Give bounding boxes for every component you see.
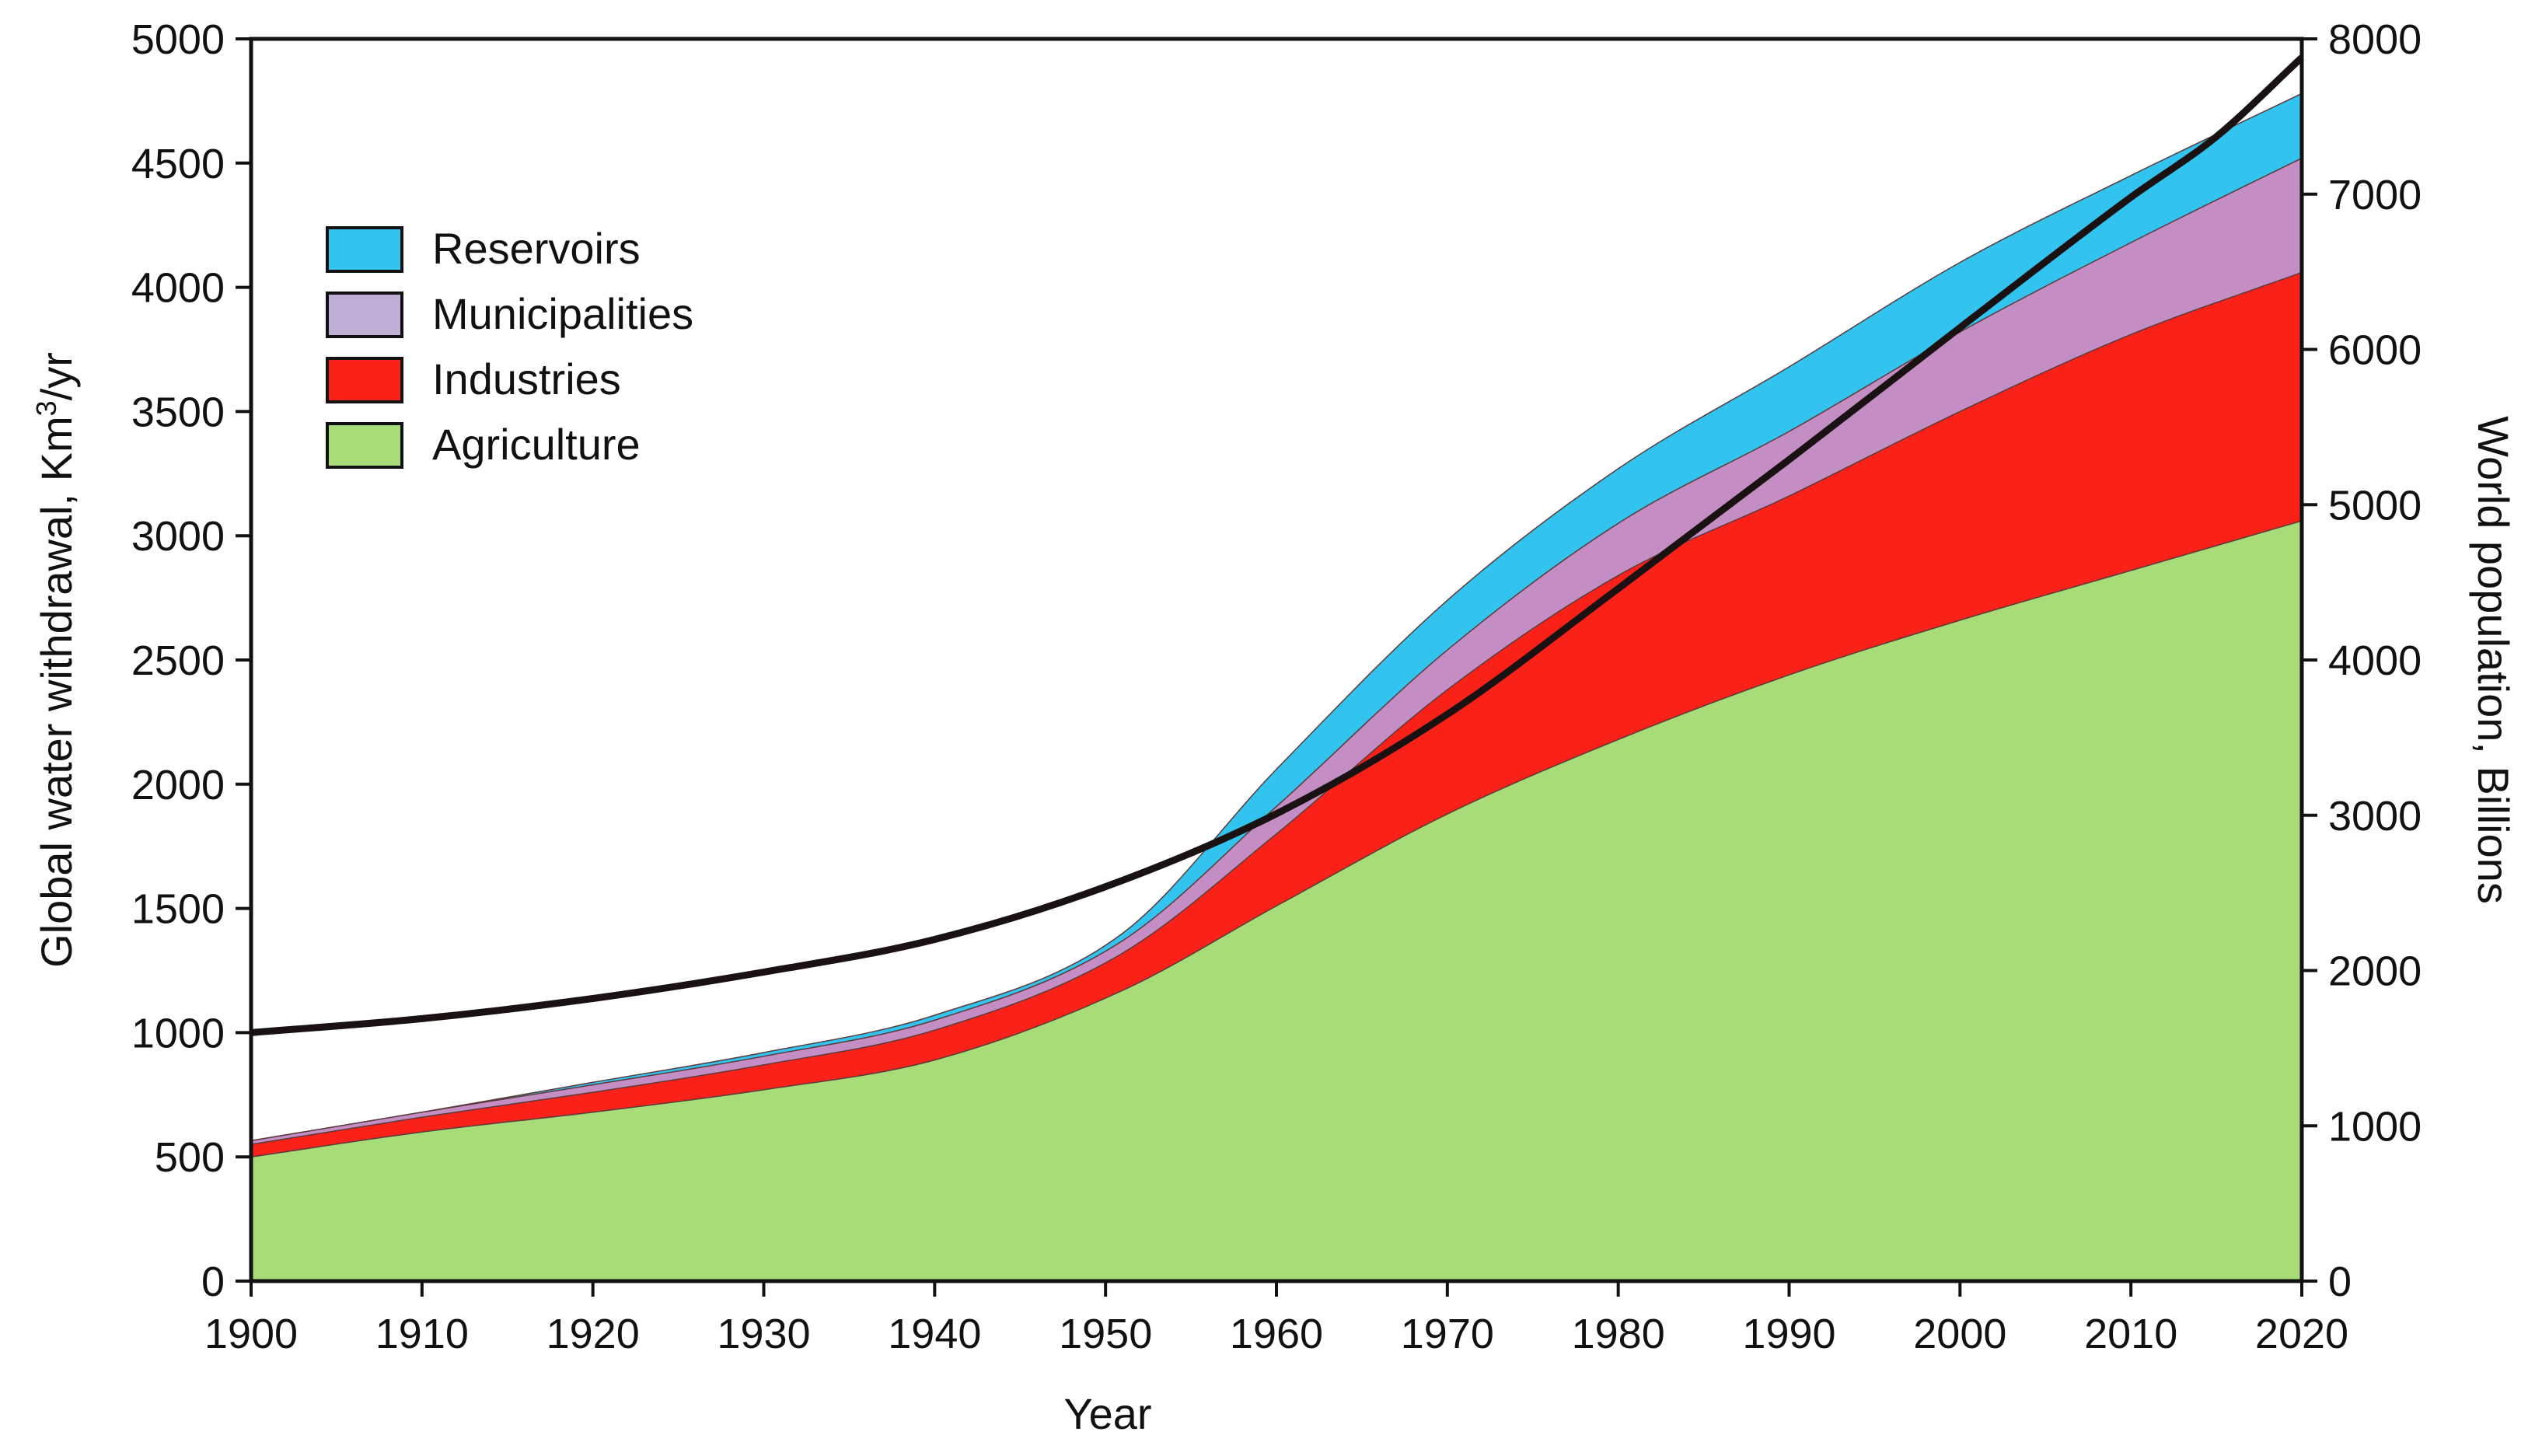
legend-swatch-reservoirs — [326, 226, 403, 273]
stacked-areas — [250, 93, 2303, 1282]
y2-tick-label: 0 — [2328, 1259, 2352, 1305]
y-tick-label: 1000 — [131, 1010, 225, 1056]
y-tick-label: 1500 — [131, 886, 225, 933]
legend-label-municipalities: Municipalities — [432, 289, 693, 338]
x-tick-label: 1980 — [1572, 1311, 1665, 1357]
legend-swatch-municipalities — [326, 292, 403, 338]
y2-tick-label: 6000 — [2328, 327, 2422, 374]
legend-label-agriculture: Agriculture — [432, 420, 641, 469]
x-axis-title: Year — [1063, 1389, 1151, 1438]
y-axis-right: 0 1000 2000 3000 4000 5000 6000 7000 8000 — [2302, 16, 2422, 1305]
x-tick-label: 1990 — [1742, 1311, 1835, 1357]
y-axis-left: 0 500 1000 1500 2000 2500 3000 3500 4000 4500 5000 — [131, 16, 251, 1305]
x-tick-label: 1950 — [1059, 1311, 1152, 1357]
y-tick-label: 500 — [155, 1134, 225, 1181]
y2-tick-label: 5000 — [2328, 482, 2422, 529]
area-agriculture — [250, 520, 2303, 1282]
population-line — [250, 54, 2305, 1036]
y2-tick-label: 2000 — [2328, 948, 2422, 995]
y2-axis-title: World population, Billions — [2469, 416, 2518, 904]
x-tick-label: 1930 — [717, 1311, 810, 1357]
x-tick-label: 2010 — [2084, 1311, 2177, 1357]
legend-swatch-agriculture — [326, 422, 403, 469]
x-tick-label: 1970 — [1401, 1311, 1494, 1357]
x-tick-label: 1920 — [546, 1311, 640, 1357]
x-tick-label: 1910 — [375, 1311, 469, 1357]
y-tick-label: 4000 — [131, 265, 225, 312]
y2-tick-label: 7000 — [2328, 172, 2422, 218]
legend-swatch-industries — [326, 357, 403, 403]
y2-tick-label: 3000 — [2328, 793, 2422, 840]
x-tick-label: 1960 — [1230, 1311, 1323, 1357]
x-axis: 1900 1910 1920 1930 1940 1950 1960 1970 1980 1990… — [204, 1281, 2348, 1357]
population-line-group — [250, 54, 2305, 1036]
legend-label-industries: Industries — [432, 354, 621, 403]
y-tick-label: 5000 — [131, 16, 225, 63]
legend-label-reservoirs: Reservoirs — [432, 224, 641, 273]
x-tick-label: 2000 — [1913, 1311, 2006, 1357]
y-tick-label: 0 — [201, 1259, 225, 1305]
y2-tick-label: 1000 — [2328, 1103, 2422, 1150]
y-tick-label: 4500 — [131, 141, 225, 187]
y-tick-label: 3000 — [131, 513, 225, 560]
x-tick-label: 1940 — [888, 1311, 981, 1357]
y-axis-title: Global water withdrawal, Km3/yr — [30, 352, 81, 968]
legend: Reservoirs Municipalities Industries Agricu… — [326, 224, 693, 469]
y-tick-label: 2000 — [131, 762, 225, 808]
y-tick-label: 2500 — [131, 637, 225, 684]
y-tick-label: 3500 — [131, 389, 225, 435]
x-tick-label: 1900 — [204, 1311, 298, 1357]
y2-tick-label: 8000 — [2328, 16, 2422, 63]
y2-tick-label: 4000 — [2328, 637, 2422, 684]
x-tick-label: 2020 — [2255, 1311, 2348, 1357]
